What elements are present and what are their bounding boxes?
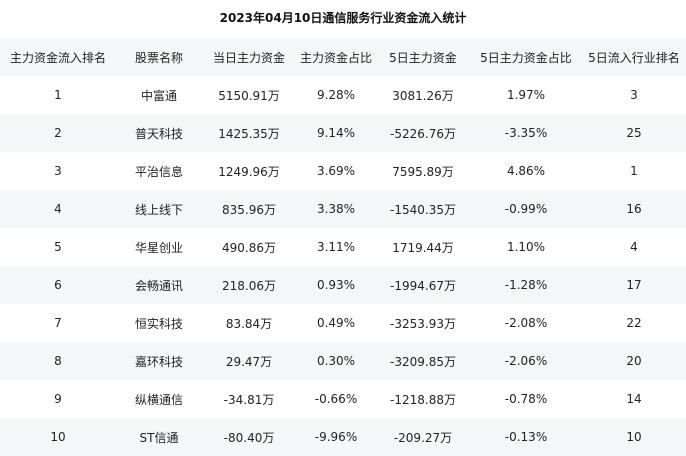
rank-cell: 2 xyxy=(0,114,116,152)
daily-main-fund-cell: 5150.91万 xyxy=(202,76,296,114)
column-header-rank: 主力资金流入排名 xyxy=(0,38,116,76)
column-header-daily-main-fund: 当日主力资金 xyxy=(202,38,296,76)
5day-main-fund-cell: -3253.93万 xyxy=(376,304,470,342)
table-row: 4 线上线下 835.96万 3.38% -1540.35万 -0.99% 16 xyxy=(0,190,686,228)
rank-cell: 10 xyxy=(0,418,116,456)
stock-name-cell: 线上线下 xyxy=(116,190,202,228)
5day-main-fund-cell: 7595.89万 xyxy=(376,152,470,190)
5day-industry-rank-cell: 14 xyxy=(582,380,686,418)
stock-name-cell: ST信通 xyxy=(116,418,202,456)
5day-main-fund-cell: -1540.35万 xyxy=(376,190,470,228)
table-row: 7 恒实科技 83.84万 0.49% -3253.93万 -2.08% 22 xyxy=(0,304,686,342)
5day-main-fund-ratio-cell: -0.99% xyxy=(470,190,582,228)
stock-name-cell: 普天科技 xyxy=(116,114,202,152)
daily-main-fund-cell: 1425.35万 xyxy=(202,114,296,152)
rank-cell: 8 xyxy=(0,342,116,380)
fund-flow-table: 主力资金流入排名 股票名称 当日主力资金 主力资金占比 5日主力资金 5日主力资… xyxy=(0,38,686,456)
stock-name-cell: 华星创业 xyxy=(116,228,202,266)
daily-main-fund-cell: -34.81万 xyxy=(202,380,296,418)
daily-main-fund-cell: 835.96万 xyxy=(202,190,296,228)
table-row: 3 平治信息 1249.96万 3.69% 7595.89万 4.86% 1 xyxy=(0,152,686,190)
rank-cell: 4 xyxy=(0,190,116,228)
column-header-5day-industry-rank: 5日流入行业排名 xyxy=(582,38,686,76)
table-row: 6 会畅通讯 218.06万 0.93% -1994.67万 -1.28% 17 xyxy=(0,266,686,304)
5day-main-fund-ratio-cell: -0.78% xyxy=(470,380,582,418)
5day-industry-rank-cell: 4 xyxy=(582,228,686,266)
table-header-row: 主力资金流入排名 股票名称 当日主力资金 主力资金占比 5日主力资金 5日主力资… xyxy=(0,38,686,76)
main-fund-ratio-cell: 0.30% xyxy=(296,342,376,380)
5day-main-fund-cell: -1218.88万 xyxy=(376,380,470,418)
main-fund-ratio-cell: 0.93% xyxy=(296,266,376,304)
rank-cell: 9 xyxy=(0,380,116,418)
column-header-main-fund-ratio: 主力资金占比 xyxy=(296,38,376,76)
stock-name-cell: 中富通 xyxy=(116,76,202,114)
stock-name-cell: 嘉环科技 xyxy=(116,342,202,380)
main-fund-ratio-cell: -0.66% xyxy=(296,380,376,418)
5day-industry-rank-cell: 10 xyxy=(582,418,686,456)
table-body: 1 中富通 5150.91万 9.28% 3081.26万 1.97% 3 2 普天科技 1425… xyxy=(0,76,686,456)
5day-industry-rank-cell: 16 xyxy=(582,190,686,228)
5day-main-fund-ratio-cell: -1.28% xyxy=(470,266,582,304)
rank-cell: 7 xyxy=(0,304,116,342)
stock-name-cell: 会畅通讯 xyxy=(116,266,202,304)
table-row: 9 纵横通信 -34.81万 -0.66% -1218.88万 -0.78% 14 xyxy=(0,380,686,418)
5day-main-fund-cell: 3081.26万 xyxy=(376,76,470,114)
rank-cell: 5 xyxy=(0,228,116,266)
5day-main-fund-cell: -1994.67万 xyxy=(376,266,470,304)
main-fund-ratio-cell: 3.11% xyxy=(296,228,376,266)
daily-main-fund-cell: -80.40万 xyxy=(202,418,296,456)
5day-main-fund-ratio-cell: 1.10% xyxy=(470,228,582,266)
5day-main-fund-cell: -5226.76万 xyxy=(376,114,470,152)
stock-name-cell: 恒实科技 xyxy=(116,304,202,342)
5day-main-fund-ratio-cell: -3.35% xyxy=(470,114,582,152)
main-fund-ratio-cell: 9.28% xyxy=(296,76,376,114)
5day-main-fund-ratio-cell: 4.86% xyxy=(470,152,582,190)
5day-main-fund-ratio-cell: -2.06% xyxy=(470,342,582,380)
column-header-5day-main-fund-ratio: 5日主力资金占比 xyxy=(470,38,582,76)
main-fund-ratio-cell: 9.14% xyxy=(296,114,376,152)
5day-main-fund-ratio-cell: -0.13% xyxy=(470,418,582,456)
5day-industry-rank-cell: 17 xyxy=(582,266,686,304)
table-row: 8 嘉环科技 29.47万 0.30% -3209.85万 -2.06% 20 xyxy=(0,342,686,380)
5day-industry-rank-cell: 22 xyxy=(582,304,686,342)
table-row: 10 ST信通 -80.40万 -9.96% -209.27万 -0.13% 10 xyxy=(0,418,686,456)
main-fund-ratio-cell: 0.49% xyxy=(296,304,376,342)
page-title: 2023年04月10日通信服务行业资金流入统计 xyxy=(219,11,467,25)
main-fund-ratio-cell: -9.96% xyxy=(296,418,376,456)
rank-cell: 6 xyxy=(0,266,116,304)
stock-name-cell: 平治信息 xyxy=(116,152,202,190)
5day-main-fund-cell: -209.27万 xyxy=(376,418,470,456)
5day-industry-rank-cell: 20 xyxy=(582,342,686,380)
5day-main-fund-cell: 1719.44万 xyxy=(376,228,470,266)
column-header-stock-name: 股票名称 xyxy=(116,38,202,76)
5day-industry-rank-cell: 25 xyxy=(582,114,686,152)
5day-main-fund-ratio-cell: -2.08% xyxy=(470,304,582,342)
main-fund-ratio-cell: 3.38% xyxy=(296,190,376,228)
stock-name-cell: 纵横通信 xyxy=(116,380,202,418)
daily-main-fund-cell: 218.06万 xyxy=(202,266,296,304)
rank-cell: 1 xyxy=(0,76,116,114)
5day-main-fund-ratio-cell: 1.97% xyxy=(470,76,582,114)
table-row: 2 普天科技 1425.35万 9.14% -5226.76万 -3.35% 25 xyxy=(0,114,686,152)
5day-main-fund-cell: -3209.85万 xyxy=(376,342,470,380)
rank-cell: 3 xyxy=(0,152,116,190)
5day-industry-rank-cell: 1 xyxy=(582,152,686,190)
column-header-5day-main-fund: 5日主力资金 xyxy=(376,38,470,76)
5day-industry-rank-cell: 3 xyxy=(582,76,686,114)
main-fund-ratio-cell: 3.69% xyxy=(296,152,376,190)
table-row: 1 中富通 5150.91万 9.28% 3081.26万 1.97% 3 xyxy=(0,76,686,114)
table-row: 5 华星创业 490.86万 3.11% 1719.44万 1.10% 4 xyxy=(0,228,686,266)
daily-main-fund-cell: 1249.96万 xyxy=(202,152,296,190)
daily-main-fund-cell: 490.86万 xyxy=(202,228,296,266)
daily-main-fund-cell: 29.47万 xyxy=(202,342,296,380)
daily-main-fund-cell: 83.84万 xyxy=(202,304,296,342)
